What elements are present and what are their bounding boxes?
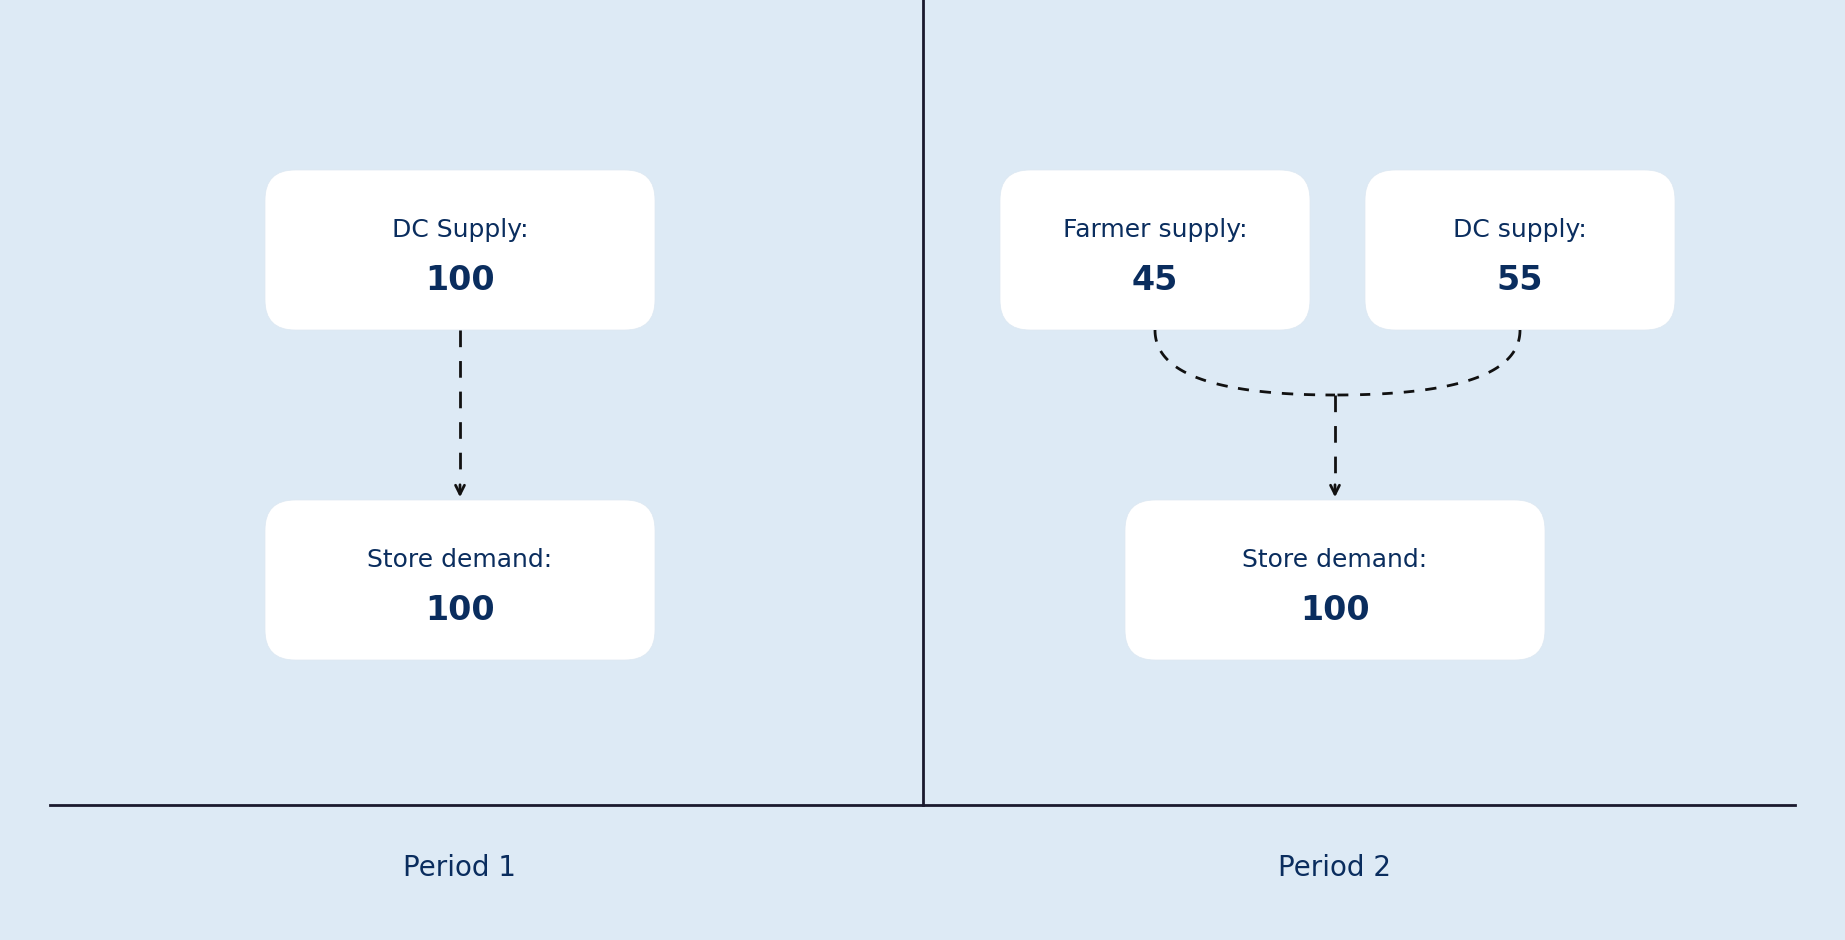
Text: 100: 100 xyxy=(1301,593,1369,626)
FancyBboxPatch shape xyxy=(1365,170,1675,330)
FancyBboxPatch shape xyxy=(1000,170,1310,330)
Text: Period 2: Period 2 xyxy=(1279,854,1391,882)
Text: 45: 45 xyxy=(1131,263,1179,296)
Text: DC Supply:: DC Supply: xyxy=(391,218,528,242)
Text: 55: 55 xyxy=(1496,263,1542,296)
Text: DC supply:: DC supply: xyxy=(1454,218,1587,242)
Text: Period 1: Period 1 xyxy=(404,854,517,882)
Text: 100: 100 xyxy=(424,263,494,296)
Text: Store demand:: Store demand: xyxy=(367,548,552,572)
FancyBboxPatch shape xyxy=(266,500,655,660)
Text: Store demand:: Store demand: xyxy=(1242,548,1428,572)
Text: Farmer supply:: Farmer supply: xyxy=(1063,218,1247,242)
Text: 100: 100 xyxy=(424,593,494,626)
FancyBboxPatch shape xyxy=(266,170,655,330)
FancyBboxPatch shape xyxy=(1125,500,1544,660)
